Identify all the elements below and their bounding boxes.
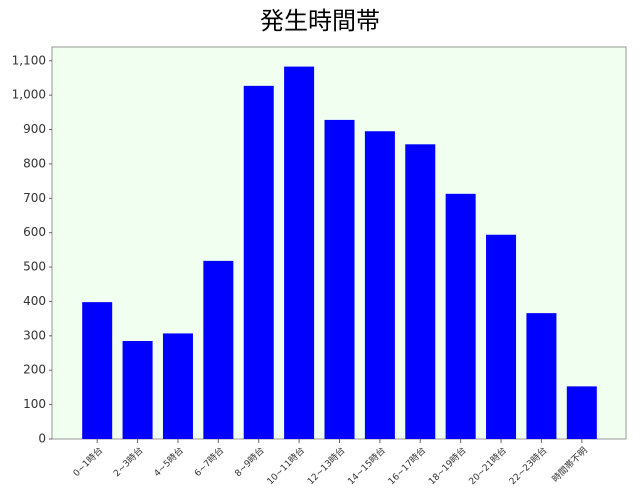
bar — [566, 386, 597, 439]
y-tick-label: 900 — [23, 122, 46, 136]
bar — [122, 341, 153, 439]
bar — [243, 85, 274, 439]
y-tick-label: 400 — [23, 294, 46, 308]
x-tick-label: 8~9時台 — [232, 444, 267, 479]
x-tick-label: 10~11時台 — [264, 444, 307, 487]
bar — [364, 131, 395, 440]
bar — [526, 313, 557, 439]
bar — [324, 119, 355, 439]
y-tick-label: 1,000 — [12, 88, 46, 102]
x-tick-label: 6~7時台 — [192, 444, 227, 479]
y-tick-label: 500 — [23, 260, 46, 274]
y-tick-label: 1,100 — [12, 53, 46, 67]
x-tick-label: 時間帯不明 — [549, 444, 589, 484]
x-tick-label: 12~13時台 — [305, 444, 348, 487]
x-tick-label: 14~15時台 — [345, 444, 388, 487]
y-tick-label: 100 — [23, 397, 46, 411]
x-tick-label: 18~19時台 — [426, 444, 469, 487]
y-tick-label: 200 — [23, 363, 46, 377]
y-tick-label: 300 — [23, 328, 46, 342]
x-tick-label: 0~1時台 — [70, 444, 105, 479]
y-tick-label: 600 — [23, 225, 46, 239]
x-tick-label: 4~5時台 — [151, 444, 186, 479]
x-tick-label: 2~3時台 — [111, 444, 146, 479]
bar — [445, 193, 476, 439]
x-tick-label: 22~23時台 — [507, 444, 550, 487]
bar — [203, 260, 234, 439]
bar — [405, 144, 436, 439]
bar — [284, 66, 315, 439]
x-tick-label: 20~21時台 — [466, 444, 509, 487]
y-tick-label: 0 — [38, 432, 46, 446]
x-tick-label: 16~17時台 — [385, 444, 428, 487]
bar — [82, 302, 113, 439]
y-tick-label: 800 — [23, 156, 46, 170]
y-tick-label: 700 — [23, 191, 46, 205]
bar — [486, 234, 517, 439]
chart-title: 発生時間帯 — [260, 7, 380, 35]
bar — [162, 333, 193, 439]
